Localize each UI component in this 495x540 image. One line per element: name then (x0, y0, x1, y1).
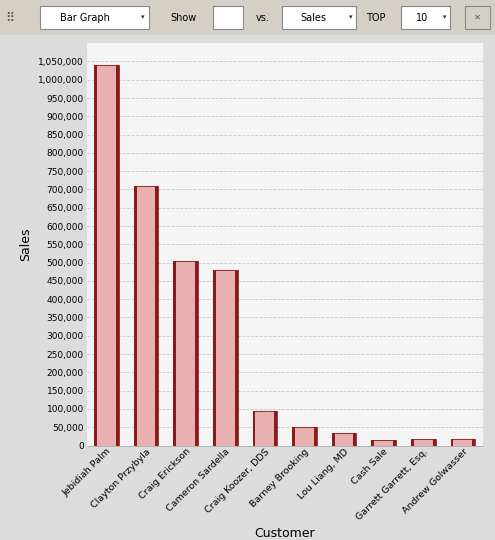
Bar (472, 439, 475, 446)
Bar (116, 65, 119, 446)
Bar (450, 439, 475, 446)
Bar (332, 434, 335, 445)
Bar (414, 439, 433, 446)
Bar (213, 270, 216, 446)
Text: ⠿: ⠿ (5, 11, 14, 24)
Bar (213, 270, 238, 446)
Bar (411, 439, 414, 446)
Bar (374, 440, 393, 445)
Bar (235, 270, 238, 446)
Text: 10: 10 (416, 12, 428, 23)
Bar (195, 261, 198, 446)
Bar (411, 439, 436, 446)
Bar (252, 411, 277, 446)
FancyBboxPatch shape (282, 6, 356, 29)
Text: vs.: vs. (255, 12, 269, 23)
Text: ✕: ✕ (474, 13, 481, 22)
Bar (353, 434, 356, 445)
Text: Sales: Sales (300, 12, 326, 23)
FancyBboxPatch shape (401, 6, 450, 29)
Bar (173, 261, 176, 446)
Bar (292, 427, 317, 446)
Bar (274, 411, 277, 446)
Bar (450, 439, 453, 446)
Bar (94, 65, 97, 446)
Bar (371, 440, 374, 445)
Text: Bar Graph: Bar Graph (60, 12, 110, 23)
Bar (292, 427, 295, 446)
FancyBboxPatch shape (40, 6, 148, 29)
Bar (335, 434, 353, 445)
Bar (393, 440, 396, 445)
Bar (216, 270, 235, 446)
Bar (134, 186, 137, 446)
Bar (173, 261, 198, 446)
FancyBboxPatch shape (213, 6, 243, 29)
Y-axis label: Sales: Sales (19, 227, 33, 261)
Bar (134, 186, 158, 446)
Bar (332, 434, 356, 445)
Bar (453, 439, 472, 446)
Text: TOP: TOP (366, 12, 386, 23)
Bar (155, 186, 158, 446)
Text: ▾: ▾ (348, 15, 352, 21)
Bar (252, 411, 255, 446)
Text: ▾: ▾ (141, 15, 145, 21)
Bar (137, 186, 155, 446)
Bar (176, 261, 195, 446)
Text: ▾: ▾ (443, 15, 446, 21)
Bar (295, 427, 314, 446)
Bar (433, 439, 436, 446)
Bar (97, 65, 116, 446)
Bar (94, 65, 119, 446)
X-axis label: Customer: Customer (254, 528, 315, 540)
Bar (371, 440, 396, 445)
FancyBboxPatch shape (465, 6, 490, 29)
Bar (255, 411, 274, 446)
Bar (314, 427, 317, 446)
Text: Show: Show (170, 12, 197, 23)
